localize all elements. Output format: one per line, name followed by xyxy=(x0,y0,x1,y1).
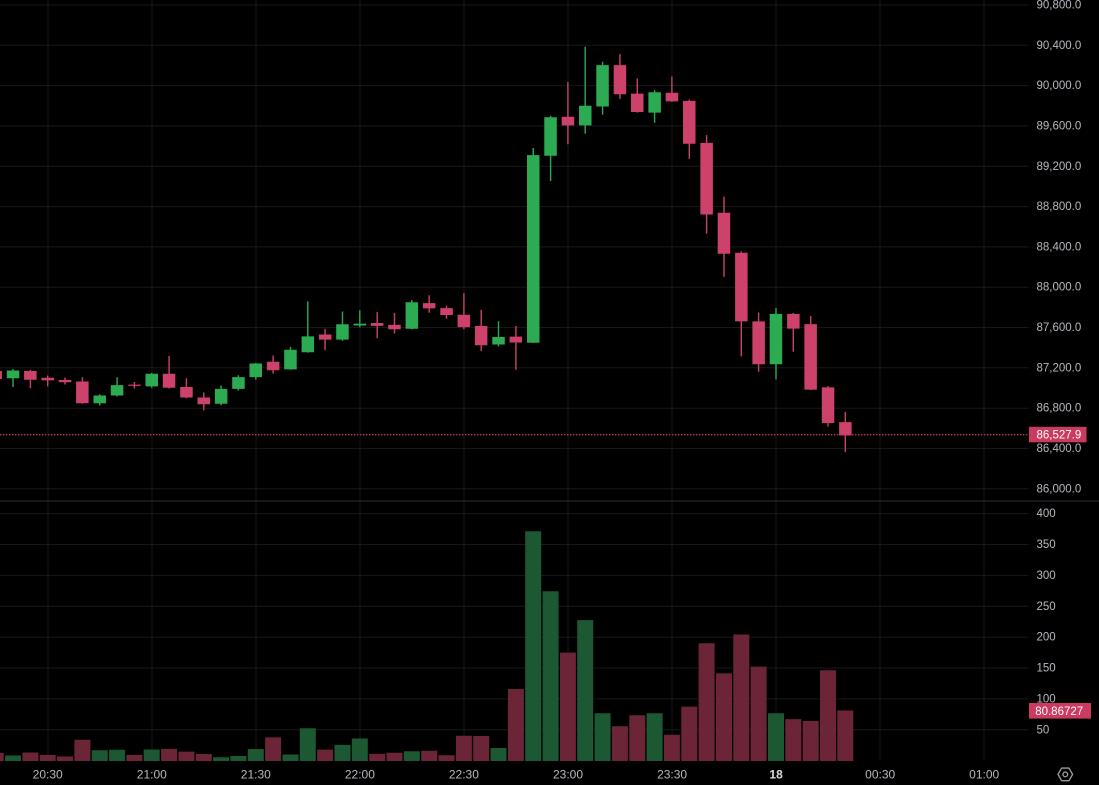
svg-text:18: 18 xyxy=(769,768,783,782)
svg-text:88,000.0: 88,000.0 xyxy=(1037,282,1082,294)
svg-text:86,000.0: 86,000.0 xyxy=(1037,483,1082,495)
svg-text:88,800.0: 88,800.0 xyxy=(1037,201,1082,213)
svg-text:21:30: 21:30 xyxy=(241,768,271,782)
svg-text:400: 400 xyxy=(1037,508,1056,520)
svg-text:00:30: 00:30 xyxy=(865,768,895,782)
svg-text:80.86727: 80.86727 xyxy=(1035,706,1083,718)
svg-text:89,200.0: 89,200.0 xyxy=(1037,161,1082,173)
svg-text:86,800.0: 86,800.0 xyxy=(1037,403,1082,415)
svg-text:89,600.0: 89,600.0 xyxy=(1037,120,1082,132)
svg-text:90,800.0: 90,800.0 xyxy=(1037,0,1082,12)
svg-text:350: 350 xyxy=(1037,539,1056,551)
svg-text:22:30: 22:30 xyxy=(449,768,479,782)
svg-text:90,400.0: 90,400.0 xyxy=(1037,40,1082,52)
svg-text:20:30: 20:30 xyxy=(33,768,63,782)
svg-text:86,400.0: 86,400.0 xyxy=(1037,443,1082,455)
svg-text:90,000.0: 90,000.0 xyxy=(1037,80,1082,92)
svg-text:87,600.0: 87,600.0 xyxy=(1037,322,1082,334)
svg-text:300: 300 xyxy=(1037,570,1056,582)
svg-text:86,527.9: 86,527.9 xyxy=(1037,430,1082,442)
svg-text:50: 50 xyxy=(1037,724,1050,736)
svg-text:88,400.0: 88,400.0 xyxy=(1037,241,1082,253)
svg-text:23:00: 23:00 xyxy=(553,768,583,782)
svg-text:22:00: 22:00 xyxy=(345,768,375,782)
svg-text:87,200.0: 87,200.0 xyxy=(1037,362,1082,374)
svg-text:01:00: 01:00 xyxy=(969,768,999,782)
svg-text:250: 250 xyxy=(1037,601,1056,613)
svg-text:200: 200 xyxy=(1037,632,1056,644)
svg-text:23:30: 23:30 xyxy=(657,768,687,782)
svg-text:150: 150 xyxy=(1037,663,1056,675)
svg-text:100: 100 xyxy=(1037,693,1056,705)
svg-text:21:00: 21:00 xyxy=(137,768,167,782)
